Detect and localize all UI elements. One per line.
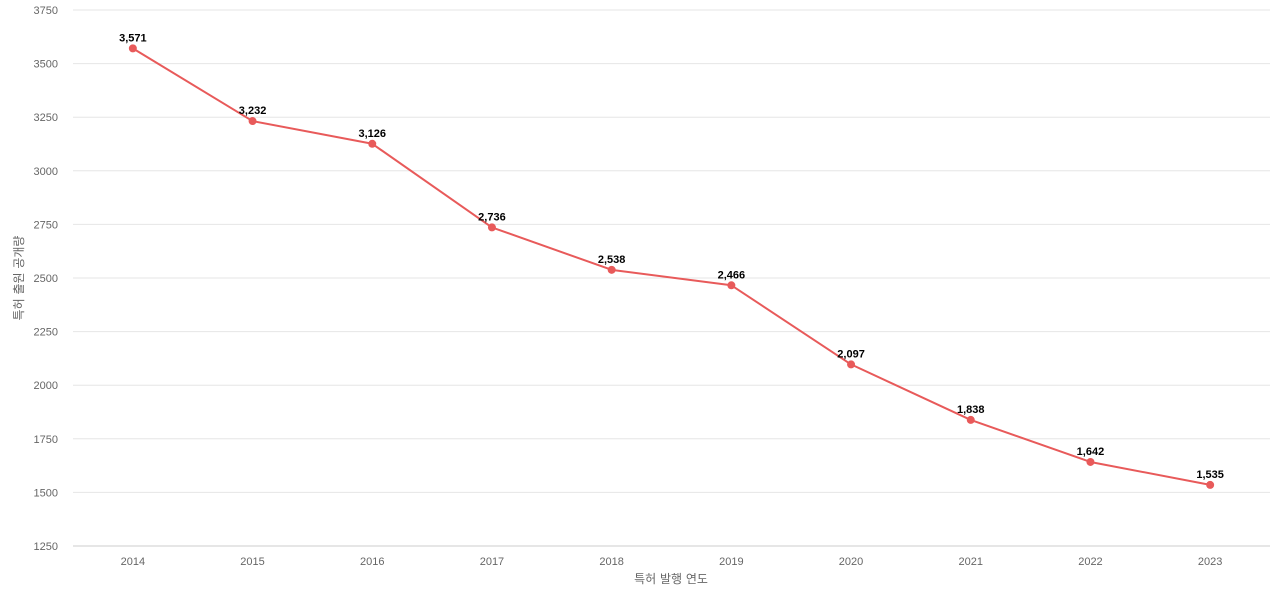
data-point[interactable] [607,265,616,274]
y-tick-label: 3250 [34,112,58,124]
y-tick-label: 3500 [34,59,58,71]
x-tick-label: 2021 [959,556,983,568]
x-tick-label: 2022 [1078,556,1102,568]
x-tick-label: 2023 [1198,556,1222,568]
y-tick-label: 2750 [34,219,58,231]
data-point[interactable] [487,223,496,232]
data-point[interactable] [248,117,257,126]
data-point[interactable] [128,44,137,53]
data-point[interactable] [368,139,377,148]
x-tick-label: 2018 [599,556,623,568]
y-tick-label: 2500 [34,273,58,285]
data-point[interactable] [847,360,856,369]
data-label: 2,097 [837,348,865,360]
series-layer [128,44,1215,489]
y-tick-label: 1750 [34,434,58,446]
data-label: 3,232 [239,105,267,117]
y-tick-label: 2250 [34,327,58,339]
data-label: 2,466 [718,269,746,281]
data-point[interactable] [727,281,736,290]
y-tick-label: 1500 [34,487,58,499]
x-tick-label: 2020 [839,556,863,568]
y-tick-label: 3000 [34,166,58,178]
x-tick-label: 2019 [719,556,743,568]
x-tick-label: 2017 [480,556,504,568]
data-label: 1,642 [1077,446,1105,458]
data-label: 2,538 [598,254,626,266]
data-label: 1,838 [957,404,985,416]
y-tick-label: 1250 [34,541,58,553]
data-point[interactable] [966,415,975,424]
data-label: 3,126 [358,128,386,140]
y-axis-ticks: 1250 1500 1750 2000 2250 2500 2750 3000 3250 3500… [34,5,58,553]
data-point[interactable] [1206,480,1215,489]
x-tick-label: 2015 [240,556,264,568]
x-tick-label: 2016 [360,556,384,568]
y-tick-label: 3750 [34,5,58,17]
y-axis-title: 특허 출원 공개량 [12,236,26,321]
y-tick-label: 2000 [34,380,58,392]
x-axis-title: 특허 발행 연도 [634,571,708,586]
data-point[interactable] [1086,457,1095,466]
data-label: 1,535 [1196,469,1224,481]
data-label: 3,571 [119,32,147,44]
data-labels: 3,571 3,232 3,126 2,736 2,538 2,466 2,097 1,838… [119,32,1224,481]
x-tick-label: 2014 [121,556,145,568]
series-line [132,47,1211,486]
data-label: 2,736 [478,211,506,223]
x-axis-ticks: 2014 2015 2016 2017 2018 2019 2020 2021 2022 2023 [121,556,1223,568]
